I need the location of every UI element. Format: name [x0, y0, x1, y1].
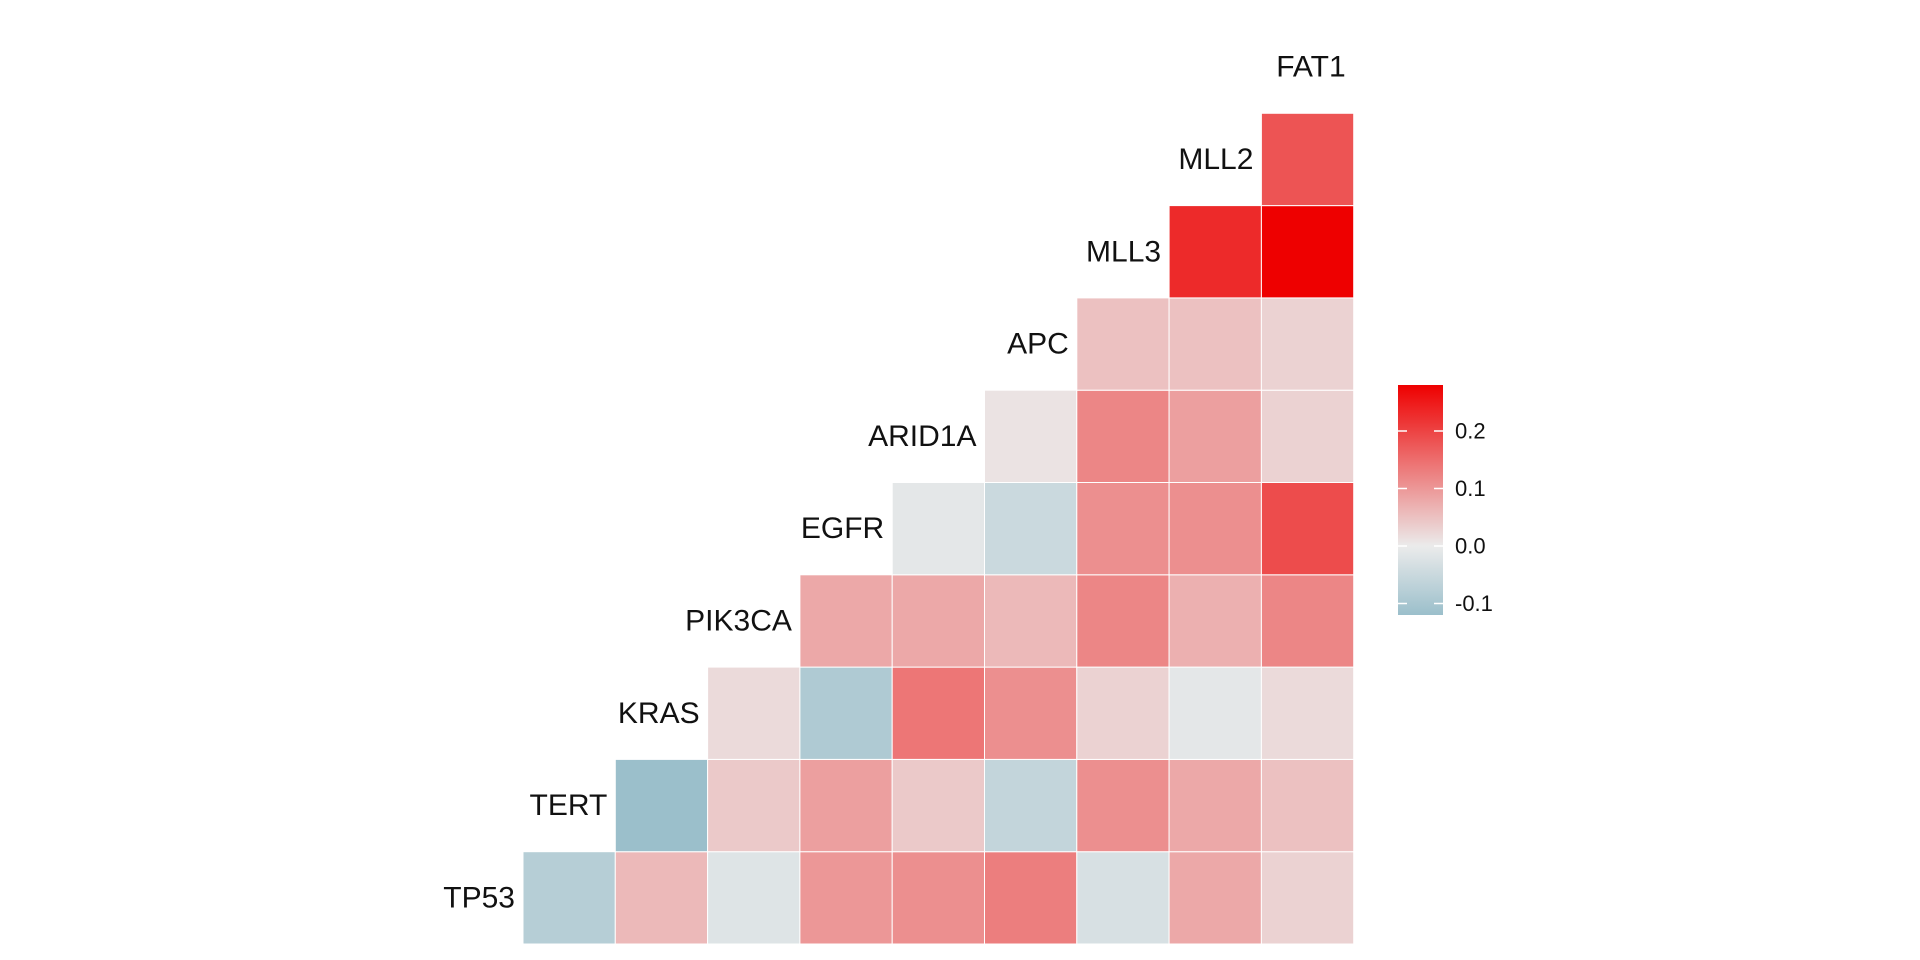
- heatmap-cell-tert-egfr: [799, 758, 893, 853]
- heatmap-cell-tp53-pik3ca: [707, 851, 801, 945]
- gene-label-pik3ca: PIK3CA: [685, 604, 792, 637]
- heatmap-cell-egfr-mll3: [1076, 482, 1170, 576]
- heatmap-cell-egfr-fat1: [1260, 482, 1355, 576]
- heatmap-cell-kras-fat1: [1260, 666, 1355, 760]
- legend-tick-label: -0.1: [1455, 591, 1493, 616]
- heatmap-cell-arid1a-mll3: [1076, 389, 1170, 484]
- legend-ticks: 0.2 0.1 0.0 -0.1: [1398, 419, 1493, 616]
- heatmap-cell-arid1a-mll2: [1168, 389, 1262, 484]
- color-legend: 0.2 0.1 0.0 -0.1: [1398, 385, 1493, 616]
- heatmap-cell-pik3ca-mll3: [1076, 574, 1170, 668]
- heatmap-cell-tert-apc: [984, 758, 1078, 853]
- gene-label-kras: KRAS: [618, 697, 700, 730]
- legend-tick-label: 0.0: [1455, 534, 1486, 559]
- heatmap-cell-kras-arid1a: [891, 666, 986, 760]
- heatmap-cell-tert-kras: [614, 758, 709, 853]
- heatmap-cell-tp53-apc: [984, 851, 1078, 945]
- heatmap-cell-mll3-mll2: [1168, 205, 1262, 299]
- heatmap-cell-pik3ca-apc: [984, 574, 1078, 668]
- heatmap-cell-arid1a-fat1: [1260, 389, 1355, 484]
- gene-label-mll3: MLL3: [1086, 235, 1161, 268]
- heatmap-cell-kras-apc: [984, 666, 1078, 760]
- heatmap-cell-tert-mll3: [1076, 758, 1170, 853]
- heatmap-cell-arid1a-apc: [984, 389, 1078, 484]
- heatmap-cell-mll3-fat1: [1260, 205, 1355, 299]
- heatmap-cell-kras-mll2: [1168, 666, 1262, 760]
- gene-label-arid1a: ARID1A: [868, 420, 976, 453]
- heatmap-cell-kras-egfr: [799, 666, 893, 760]
- heatmap-cell-tert-arid1a: [891, 758, 986, 853]
- heatmap-cell-kras-mll3: [1076, 666, 1170, 760]
- heatmap-cell-egfr-apc: [984, 482, 1078, 576]
- heatmap-cell-tp53-egfr: [799, 851, 893, 945]
- heatmap-cell-pik3ca-egfr: [799, 574, 893, 668]
- heatmap-cell-mll2-fat1: [1260, 112, 1355, 207]
- heatmap-cell-tert-fat1: [1260, 758, 1355, 853]
- gene-label-mll2: MLL2: [1178, 143, 1253, 176]
- heatmap-cell-pik3ca-fat1: [1260, 574, 1355, 668]
- gene-labels: TP53 TERT KRAS PIK3CA EGFR ARID1A APC MLL3 MLL2 F…: [443, 51, 1345, 915]
- heatmap-cell-apc-fat1: [1260, 297, 1355, 391]
- heatmap-cell-egfr-arid1a: [891, 482, 986, 576]
- heatmap-cell-apc-mll2: [1168, 297, 1262, 391]
- heatmap-cell-egfr-mll2: [1168, 482, 1262, 576]
- gene-label-apc: APC: [1007, 328, 1069, 361]
- heatmap-cell-tp53-mll2: [1168, 851, 1262, 945]
- heatmap-cell-tp53-arid1a: [891, 851, 986, 945]
- heatmap-cell-tert-mll2: [1168, 758, 1262, 853]
- heatmap-cell-tp53-mll3: [1076, 851, 1170, 945]
- heatmap-cell-tp53-tert: [522, 851, 616, 945]
- legend-tick-label: 0.2: [1455, 419, 1486, 444]
- heatmap-cell-kras-pik3ca: [707, 666, 801, 760]
- legend-tick-label: 0.1: [1455, 476, 1486, 501]
- heatmap-cell-tp53-fat1: [1260, 851, 1355, 945]
- heatmap-cell-apc-mll3: [1076, 297, 1170, 391]
- gene-label-fat1: FAT1: [1276, 51, 1345, 84]
- legend-colorbar: [1398, 385, 1443, 615]
- heatmap-cell-pik3ca-arid1a: [891, 574, 986, 668]
- heatmap-cell-tp53-kras: [614, 851, 709, 945]
- heatmap-cell-tert-pik3ca: [707, 758, 801, 853]
- heatmap-cell-pik3ca-mll2: [1168, 574, 1262, 668]
- gene-label-egfr: EGFR: [801, 512, 884, 545]
- heatmap-cells: [522, 112, 1355, 945]
- gene-label-tert: TERT: [530, 789, 608, 822]
- gene-label-tp53: TP53: [443, 881, 515, 914]
